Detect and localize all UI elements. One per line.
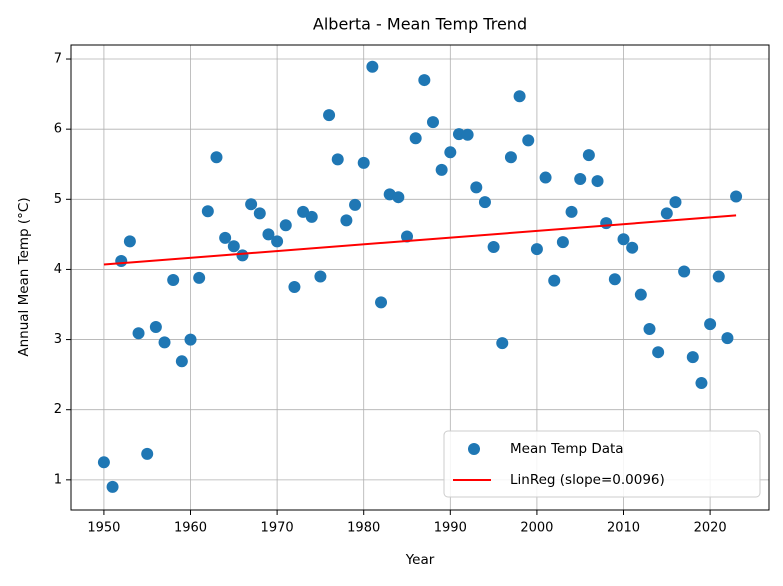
data-point [660,207,673,220]
legend-label: Mean Temp Data [510,441,624,457]
data-point [678,265,691,278]
data-point [496,337,509,350]
data-point [470,181,483,194]
x-tick-label: 1950 [87,521,120,536]
data-point [626,241,639,254]
data-point [340,214,353,227]
legend-marker [468,443,480,455]
data-point [591,175,604,188]
data-point [418,74,431,87]
trend-line [103,214,737,266]
data-point [193,271,206,284]
y-axis-label: Annual Mean Temp (°C) [16,197,32,356]
data-point [487,240,500,253]
data-point [695,377,708,390]
y-tick-label: 2 [54,402,62,417]
chart-title: Alberta - Mean Temp Trend [313,15,527,34]
data-point [634,288,647,301]
data-point [357,156,370,169]
data-point [141,447,154,460]
data-point [565,205,578,218]
data-point [106,480,119,493]
y-tick-label: 6 [54,122,62,137]
data-point [548,274,561,287]
data-point [704,318,717,331]
data-point [409,132,422,145]
data-point [574,172,587,185]
data-point [366,60,379,73]
data-point [236,249,249,262]
data-point [331,153,344,166]
x-axis-label: Year [405,552,435,568]
data-point [167,273,180,286]
data-point [227,240,240,253]
legend-box [443,430,761,498]
legend-label: LinReg (slope=0.0096) [510,472,665,488]
x-tick-label: 1970 [261,521,294,536]
data-point [349,198,362,211]
data-point [279,219,292,232]
data-point [314,270,327,283]
data-point [132,327,145,340]
data-point [478,196,491,209]
data-point [461,128,474,141]
data-point [539,171,552,184]
data-point [513,90,526,103]
data-point [643,323,656,336]
y-tick-label: 1 [54,472,62,487]
data-point [219,231,232,244]
x-tick-label: 1960 [174,521,207,536]
data-point [184,333,197,346]
data-point [210,151,223,164]
data-point [97,456,110,469]
plot-frame [70,44,770,511]
data-point [582,149,595,162]
x-tick-label: 1990 [434,521,467,536]
data-point [600,217,613,230]
data-point [115,255,128,268]
data-point [149,320,162,333]
x-tick-label: 1980 [347,521,380,536]
data-point [305,210,318,223]
x-tick-label: 2000 [520,521,553,536]
data-point [392,191,405,204]
data-point [401,230,414,243]
data-point [530,243,543,256]
data-point [730,190,743,203]
data-point [245,198,258,211]
data-point [375,296,388,309]
data-point [669,196,682,209]
data-point [556,236,569,249]
data-point [522,134,535,147]
data-point [652,346,665,359]
data-point [426,116,439,129]
data-point [444,146,457,159]
data-point [175,355,188,368]
y-tick-label: 7 [54,52,62,67]
x-tick-label: 2010 [607,521,640,536]
data-point [253,207,266,220]
y-tick-label: 5 [54,192,62,207]
data-point [271,235,284,248]
data-point [617,233,630,246]
data-point [686,351,699,364]
y-tick-label: 3 [54,332,62,347]
x-tick-label: 2020 [694,521,727,536]
data-point [262,228,275,241]
data-point [201,205,214,218]
data-point [452,128,465,141]
data-point [721,332,734,345]
data-point [123,235,136,248]
data-point [504,151,517,164]
data-point [608,273,621,286]
data-point [435,163,448,176]
data-point [712,270,725,283]
y-tick-label: 4 [54,262,62,277]
data-point [323,109,336,122]
data-point [158,336,171,349]
data-point [288,280,301,293]
